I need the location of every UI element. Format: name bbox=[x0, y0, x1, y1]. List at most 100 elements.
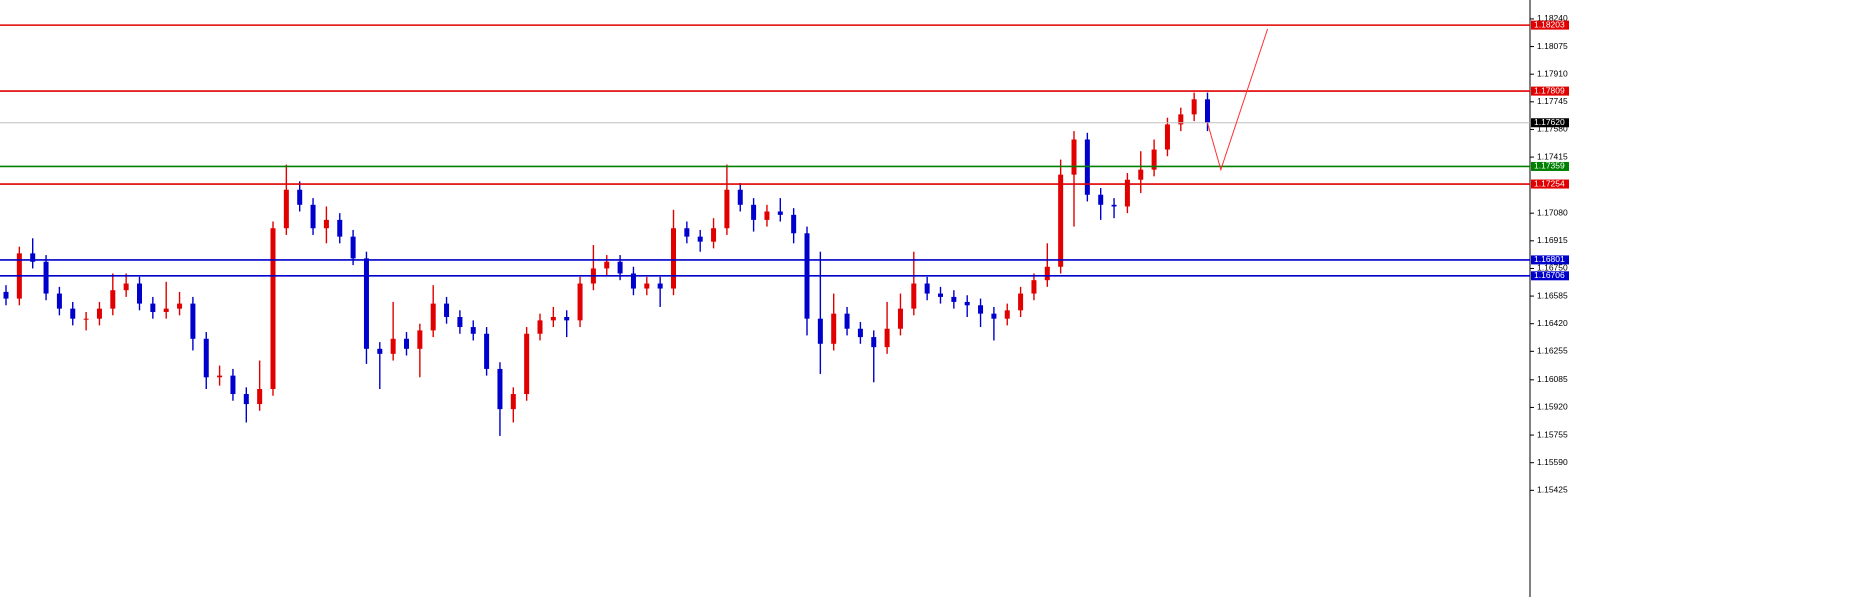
y-tick-label: 1.16085 bbox=[1537, 374, 1568, 384]
price-label: 1.16801 bbox=[1534, 254, 1565, 264]
candle-body bbox=[137, 283, 142, 304]
candle-body bbox=[150, 303, 156, 312]
candle-body bbox=[323, 219, 329, 229]
candle-body bbox=[1098, 194, 1104, 205]
candle-body bbox=[911, 283, 917, 309]
price-label-box bbox=[1531, 179, 1569, 189]
candle-body bbox=[56, 293, 62, 309]
price-label: 1.17620 bbox=[1534, 117, 1565, 127]
candle-body bbox=[924, 283, 930, 294]
candle-body bbox=[711, 228, 717, 242]
y-tick-label: 1.18240 bbox=[1537, 13, 1568, 23]
y-tick-label: 1.16255 bbox=[1537, 346, 1568, 356]
candle-body bbox=[951, 296, 957, 302]
price-label: 1.17254 bbox=[1534, 178, 1565, 188]
candle-body bbox=[831, 313, 837, 344]
price-label: 1.17809 bbox=[1534, 85, 1565, 95]
candle-body bbox=[978, 305, 984, 314]
y-tick-label: 1.16915 bbox=[1537, 235, 1568, 245]
candle-body bbox=[537, 320, 543, 334]
candle-body bbox=[1058, 174, 1064, 267]
candle-body bbox=[1031, 280, 1037, 294]
candle-body bbox=[857, 328, 863, 338]
candle-body bbox=[604, 261, 610, 269]
price-label-box bbox=[1531, 86, 1569, 96]
y-tick-label: 1.16750 bbox=[1537, 263, 1568, 273]
y-tick-label: 1.16420 bbox=[1537, 318, 1568, 328]
candle-body bbox=[791, 214, 797, 234]
candle-body bbox=[1111, 204, 1117, 207]
candle-body bbox=[270, 228, 276, 390]
candle-body bbox=[577, 283, 583, 321]
price-label-box bbox=[1531, 118, 1569, 128]
candle-body bbox=[564, 317, 570, 321]
y-tick-label: 1.18075 bbox=[1537, 41, 1568, 51]
candle-body bbox=[337, 219, 343, 237]
candle-body bbox=[203, 338, 209, 378]
candle-body bbox=[484, 333, 490, 369]
y-tick-label: 1.17580 bbox=[1537, 124, 1568, 134]
candle-body bbox=[897, 308, 903, 329]
candle-body bbox=[724, 189, 730, 229]
candle-body bbox=[644, 283, 650, 289]
candle-body bbox=[123, 283, 129, 291]
candle-body bbox=[110, 290, 116, 309]
y-tick-label: 1.15920 bbox=[1537, 402, 1568, 412]
candle-body bbox=[764, 211, 770, 220]
candle-body bbox=[1004, 310, 1010, 319]
y-tick-label: 1.15425 bbox=[1537, 485, 1568, 495]
price-label-box bbox=[1531, 161, 1569, 171]
candle-body bbox=[1151, 149, 1157, 170]
candle-body bbox=[510, 394, 516, 410]
y-tick-label: 1.17080 bbox=[1537, 207, 1568, 217]
candle-body bbox=[43, 261, 49, 294]
candle-body bbox=[163, 308, 169, 312]
candle-body bbox=[1124, 179, 1130, 207]
candle-body bbox=[243, 394, 249, 405]
candle-body bbox=[1044, 266, 1050, 281]
candle-body bbox=[1178, 114, 1184, 125]
y-tick-label: 1.16585 bbox=[1537, 290, 1568, 300]
candle-body bbox=[297, 189, 303, 205]
candle-body bbox=[350, 236, 356, 259]
candle-body bbox=[230, 375, 236, 395]
candle-body bbox=[964, 301, 970, 306]
candle-body bbox=[30, 253, 36, 262]
candle-body bbox=[363, 258, 369, 349]
y-tick-label: 1.15590 bbox=[1537, 457, 1568, 467]
y-tick-label: 1.17745 bbox=[1537, 96, 1568, 106]
candle-body bbox=[177, 303, 183, 309]
y-tick-label: 1.15755 bbox=[1537, 429, 1568, 439]
candle-body bbox=[310, 204, 316, 229]
candle-body bbox=[671, 228, 676, 289]
candle-body bbox=[1018, 293, 1024, 311]
candle-body bbox=[457, 317, 463, 328]
candle-body bbox=[497, 368, 503, 410]
y-tick-label: 1.17910 bbox=[1537, 68, 1568, 78]
candle-body bbox=[697, 236, 703, 242]
candle-body bbox=[430, 303, 436, 331]
candle-body bbox=[1164, 124, 1170, 150]
candle-body bbox=[404, 338, 409, 349]
price-label: 1.16706 bbox=[1534, 270, 1565, 280]
candle-body bbox=[777, 211, 783, 215]
candle-body bbox=[737, 189, 743, 205]
candle-body bbox=[550, 317, 556, 321]
candle-body bbox=[1071, 139, 1077, 175]
price-label-box bbox=[1531, 271, 1569, 281]
candle-body bbox=[283, 189, 289, 229]
candle-body bbox=[524, 333, 530, 395]
candle-body bbox=[684, 228, 690, 237]
candle-body bbox=[630, 273, 636, 289]
candle-body bbox=[417, 330, 423, 349]
candle-body bbox=[470, 327, 476, 334]
candle-body bbox=[217, 375, 223, 378]
candle-body bbox=[938, 293, 943, 297]
candle-body bbox=[83, 318, 89, 320]
y-tick-label: 1.17415 bbox=[1537, 151, 1568, 161]
candle-body bbox=[817, 318, 823, 344]
price-label: 1.17359 bbox=[1534, 161, 1565, 171]
candle-body bbox=[444, 303, 450, 318]
candle-body bbox=[190, 303, 196, 339]
